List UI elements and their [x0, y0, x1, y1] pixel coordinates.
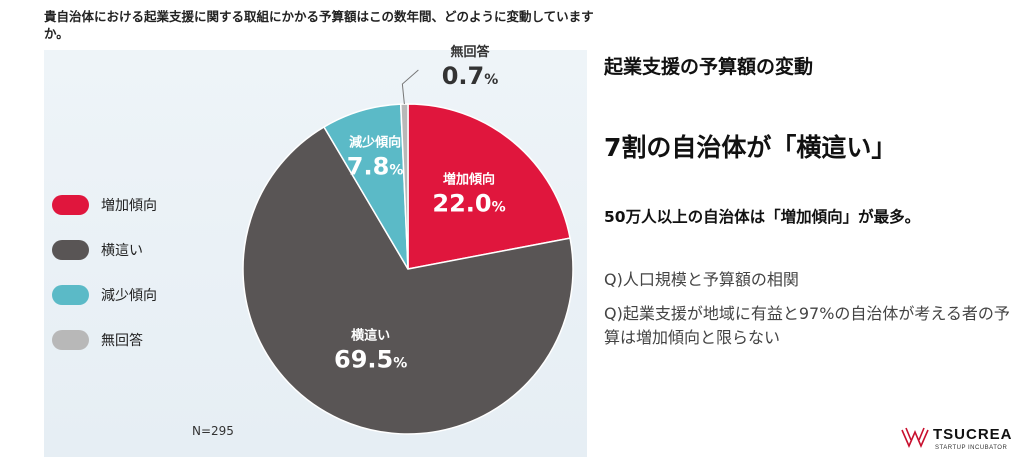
legend-item-no-answer: 無回答 [52, 317, 157, 362]
logo-tagline: STARTUP INCUBATOR [935, 445, 1008, 451]
slice-category-label: 減少傾向 [349, 134, 401, 150]
headline: 7割の自治体が「横這い」 [604, 133, 897, 162]
question-note-1: Q)人口規模と予算額の相関 [604, 270, 799, 289]
legend-label: 増加傾向 [101, 197, 157, 214]
slice-no-answer [399, 103, 409, 270]
sample-size: N=295 [192, 424, 234, 438]
legend-swatch [52, 329, 89, 350]
section-title: 起業支援の予算額の変動 [604, 56, 814, 78]
slice-increase [407, 103, 571, 270]
legend-label: 減少傾向 [101, 287, 157, 304]
legend-label: 横這い [101, 242, 143, 259]
slice-value-label: 69.5% [334, 346, 407, 374]
slice-flat [242, 125, 574, 435]
logo-name: TSUCREA [933, 426, 1013, 443]
legend: 増加傾向 横這い 減少傾向 無回答 [52, 182, 157, 362]
slice-value-label: 0.7% [442, 62, 499, 90]
legend-item-decrease: 減少傾向 [52, 272, 157, 317]
slice-category-label: 増加傾向 [443, 171, 495, 187]
slice-value-label: 22.0% [432, 189, 505, 217]
tsucrea-logo: TSUCREA STARTUP INCUBATOR [899, 424, 1023, 457]
legend-label: 無回答 [101, 332, 143, 349]
logo-mark-icon [901, 427, 929, 449]
legend-swatch [52, 194, 89, 215]
slice-category-label: 無回答 [450, 44, 490, 60]
legend-item-increase: 増加傾向 [52, 182, 157, 227]
legend-swatch [52, 284, 89, 305]
survey-question: 貴自治体における起業支援に関する取組にかかる予算額はこの数年間、どのように変動し… [44, 9, 594, 41]
legend-item-flat: 横這い [52, 227, 157, 272]
slice-value-label: 7.8% [347, 152, 404, 180]
slice-category-label: 横這い [351, 328, 390, 344]
subheadline: 50万人以上の自治体は「増加傾向」が最多。 [604, 208, 921, 226]
no-answer-leader-line [401, 69, 419, 105]
question-note-2: Q)起業支援が地域に有益と97%の自治体が考える者の予算は増加傾向と限らない [604, 304, 1010, 347]
legend-swatch [52, 239, 89, 260]
